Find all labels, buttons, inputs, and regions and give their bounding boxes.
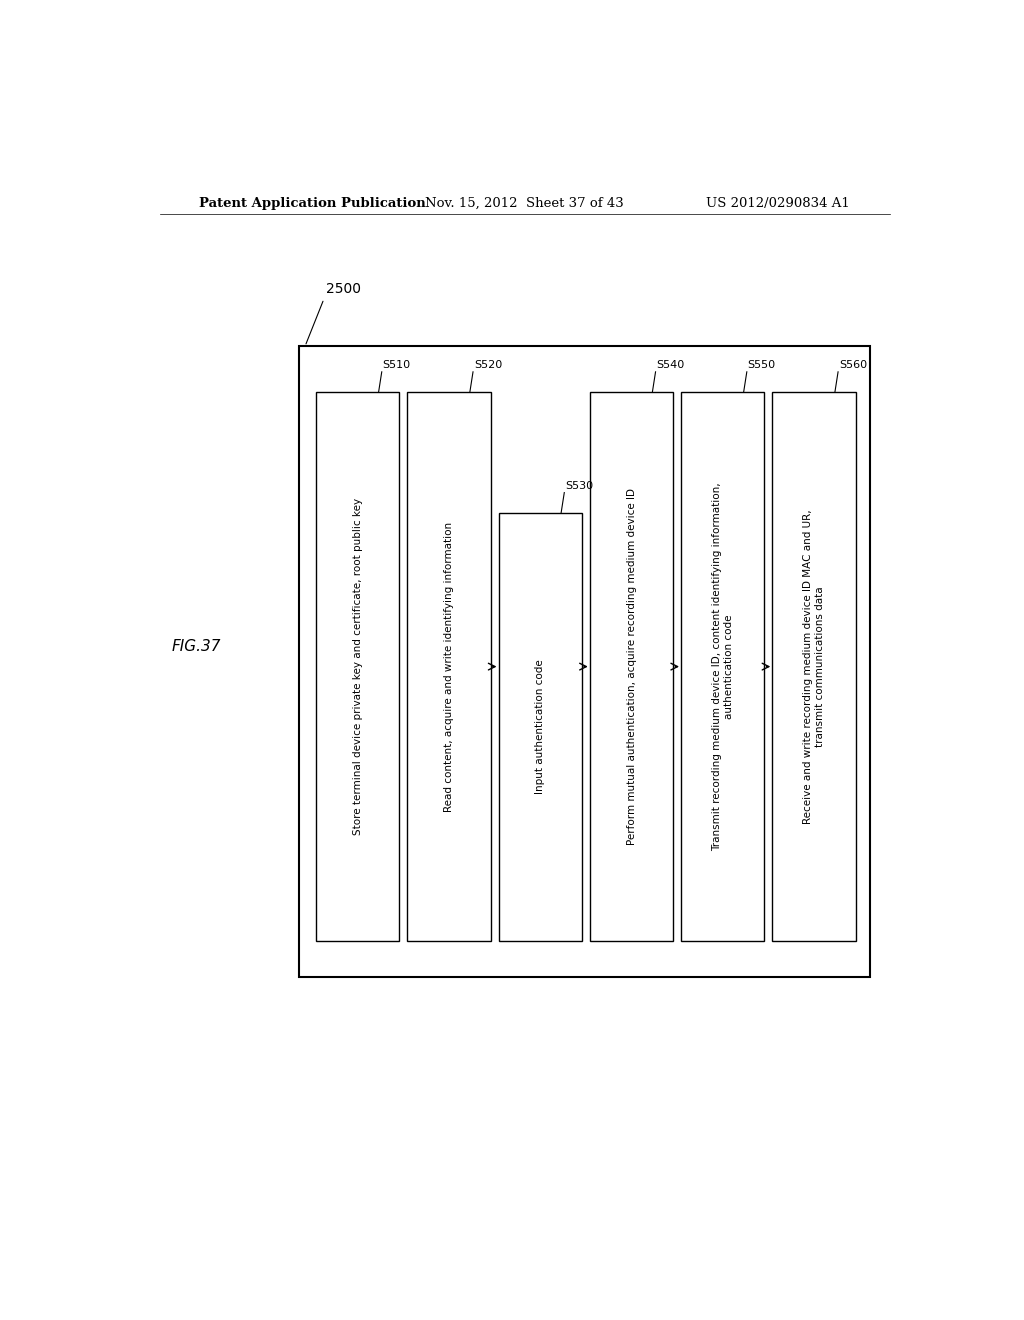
Text: S530: S530	[565, 480, 593, 491]
Bar	[316, 392, 399, 941]
Bar	[681, 392, 765, 941]
Bar	[408, 392, 490, 941]
Text: Store terminal device private key and certificate, root public key: Store terminal device private key and ce…	[352, 498, 362, 836]
Text: Receive and write recording medium device ID MAC and UR,
transmit communications: Receive and write recording medium devic…	[803, 510, 825, 824]
Text: US 2012/0290834 A1: US 2012/0290834 A1	[707, 197, 850, 210]
Bar	[299, 346, 870, 977]
Text: S550: S550	[748, 360, 776, 370]
Text: S520: S520	[474, 360, 502, 370]
Bar	[499, 513, 582, 941]
Bar	[772, 392, 856, 941]
Text: Perform mutual authentication, acquire recording medium device ID: Perform mutual authentication, acquire r…	[627, 488, 637, 845]
Text: Transmit recording medium device ID, content identifying information,
authentica: Transmit recording medium device ID, con…	[712, 482, 733, 851]
Text: S560: S560	[839, 360, 867, 370]
Text: 2500: 2500	[327, 281, 361, 296]
Text: S510: S510	[383, 360, 411, 370]
Bar	[590, 392, 673, 941]
Text: S540: S540	[656, 360, 685, 370]
Text: Read content, acquire and write identifying information: Read content, acquire and write identify…	[444, 521, 454, 812]
Text: Patent Application Publication: Patent Application Publication	[200, 197, 426, 210]
Text: Input authentication code: Input authentication code	[536, 660, 545, 795]
Text: FIG.37: FIG.37	[172, 639, 221, 653]
Text: Nov. 15, 2012  Sheet 37 of 43: Nov. 15, 2012 Sheet 37 of 43	[425, 197, 625, 210]
